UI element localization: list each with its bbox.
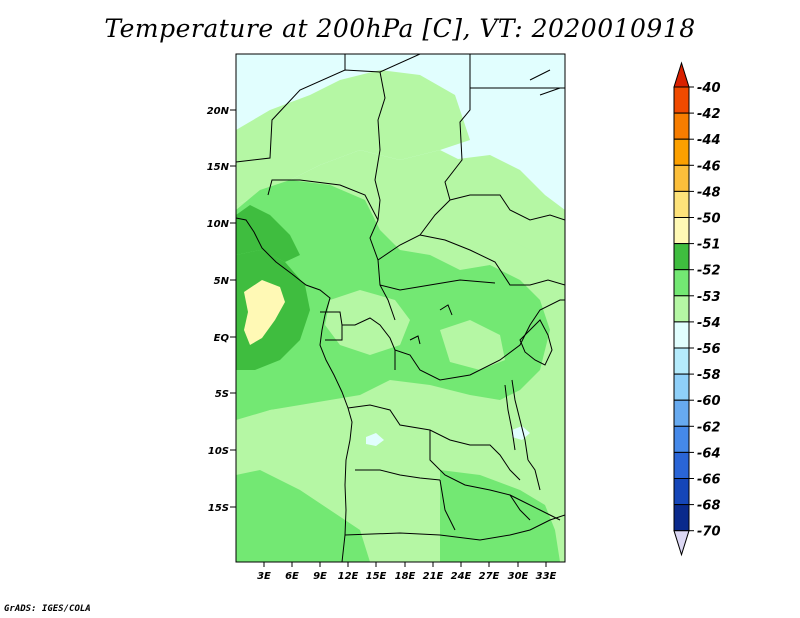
colorbar-label: -46	[697, 159, 721, 174]
colorbar-label: -52	[697, 264, 721, 279]
light-band-north	[236, 70, 470, 205]
colorbar: -40 -42 -44 -46 -48 -50 -51 -52 -53 -54 -56 -58 -60 -…	[673, 61, 721, 557]
colorbar-arrow-bottom	[673, 530, 690, 557]
warm-region-southwest	[236, 470, 370, 562]
lon-label: 33E	[536, 571, 557, 582]
colorbar-label: -48	[697, 185, 721, 200]
colorbar-label: -66	[697, 473, 721, 488]
warmest-core	[244, 280, 285, 345]
colorbar-swatch	[673, 269, 690, 297]
colorbar-label: -53	[697, 290, 721, 305]
colorbar-label: -54	[697, 316, 721, 331]
colorbar-swatch	[673, 504, 690, 532]
temperature-map	[236, 54, 565, 562]
colorbar-swatch	[673, 295, 690, 323]
colorbar-label: -51	[697, 238, 721, 253]
colorbar-swatch	[673, 190, 690, 218]
lat-label: 10N	[207, 219, 230, 230]
lat-label: 10S	[208, 446, 229, 457]
lon-label: 27E	[479, 571, 500, 582]
map-frame	[235, 53, 566, 563]
colorbar-swatch	[673, 399, 690, 427]
lon-label: 12E	[338, 571, 359, 582]
lat-label: 15N	[207, 162, 230, 173]
colorbar-label: -50	[697, 212, 721, 227]
cold-spot-1	[366, 433, 384, 446]
warm-core-west	[236, 205, 300, 262]
colorbar-swatch	[673, 451, 690, 479]
light-band-east	[445, 155, 565, 265]
lon-label: 30E	[508, 571, 529, 582]
colorbar-label: -70	[697, 525, 721, 540]
colorbar-label: -56	[697, 342, 721, 357]
colorbar-swatch	[673, 138, 690, 166]
lon-label: 9E	[313, 571, 327, 582]
lat-label: 5S	[215, 389, 229, 400]
colorbar-swatch	[673, 112, 690, 140]
colorbar-swatch	[673, 425, 690, 453]
colorbar-swatch	[673, 86, 690, 114]
colorbar-label: -42	[697, 107, 721, 122]
colorbar-label: -68	[697, 499, 721, 514]
lat-label: 20N	[207, 106, 230, 117]
colorbar-label: -60	[697, 394, 721, 409]
cold-spot-2	[512, 426, 530, 440]
country-borders	[236, 54, 565, 562]
colorbar-label: -40	[697, 81, 721, 96]
lat-label: 5N	[214, 276, 230, 287]
colorbar-swatch	[673, 217, 690, 245]
lon-axis	[263, 562, 547, 567]
colorbar-label: -64	[697, 446, 721, 461]
lon-label: 15E	[366, 571, 387, 582]
colorbar-swatch	[673, 321, 690, 349]
lon-label: 21E	[423, 571, 444, 582]
lon-label: 18E	[395, 571, 416, 582]
light-patch-east	[440, 320, 505, 370]
colorbar-swatch	[673, 243, 690, 271]
map-title: Temperature at 200hPa [C], VT: 202001091…	[104, 14, 696, 43]
colorbar-swatch	[673, 373, 690, 401]
lat-label: 15S	[208, 503, 229, 514]
lon-label: 24E	[451, 571, 472, 582]
colorbar-label: -62	[697, 420, 721, 435]
colorbar-swatch	[673, 347, 690, 375]
lat-axis	[230, 109, 236, 508]
colorbar-label: -58	[697, 368, 721, 383]
light-patch-center	[325, 290, 410, 355]
lon-label: 3E	[257, 571, 271, 582]
grads-credit: GrADS: IGES/COLA	[4, 604, 91, 614]
colorbar-swatch	[673, 478, 690, 506]
colorbar-swatch	[673, 164, 690, 192]
lon-label: 6E	[285, 571, 299, 582]
lat-label: EQ	[214, 333, 230, 344]
colorbar-arrow-top	[673, 61, 690, 88]
colorbar-label: -44	[697, 133, 721, 148]
